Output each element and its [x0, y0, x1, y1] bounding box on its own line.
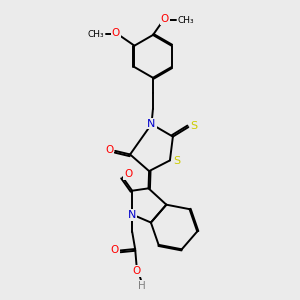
Text: H: H [138, 280, 146, 290]
Text: O: O [161, 14, 169, 24]
Text: O: O [112, 28, 120, 38]
Text: O: O [133, 266, 141, 276]
Text: S: S [173, 156, 180, 166]
Text: O: O [124, 169, 132, 179]
Text: O: O [110, 245, 119, 256]
Text: CH₃: CH₃ [88, 30, 104, 39]
Text: N: N [128, 210, 136, 220]
Text: N: N [147, 118, 156, 128]
Text: O: O [105, 145, 113, 155]
Text: CH₃: CH₃ [178, 16, 195, 25]
Text: S: S [191, 121, 198, 131]
